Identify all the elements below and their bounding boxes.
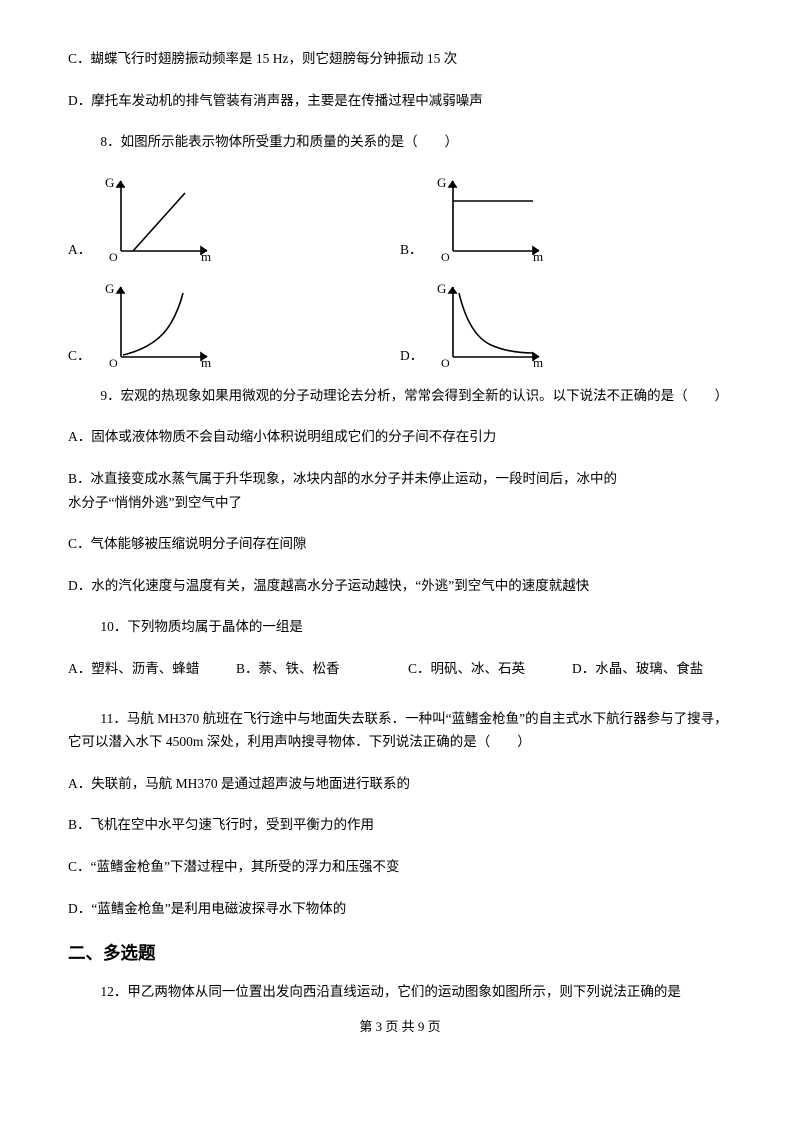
svg-text:G: G (437, 281, 446, 296)
q10-options: A．塑料、沥青、蜂蜡 B．萘、铁、松香 C．明矾、冰、石英 D．水晶、玻璃、食盐 (68, 658, 732, 680)
svg-text:O: O (109, 356, 118, 367)
q11-opt-a: A．失联前，马航 MH370 是通过超声波与地面进行联系的 (68, 773, 732, 795)
q8-label-d: D． (400, 345, 423, 367)
q11-opt-c: C．“蓝鳍金枪鱼”下潜过程中，其所受的浮力和压强不变 (68, 856, 732, 878)
q8-graph-row-2: C． G O m D． (68, 279, 732, 367)
q8-stem: 8．如图所示能表示物体所受重力和质量的关系的是（ ） (68, 131, 732, 153)
q11-stem-line2: 它可以潜入水下 4500m 深处，利用声呐搜寻物体．下列说法正确的是（ ） (68, 731, 732, 753)
q12-stem: 12．甲乙两物体从同一位置出发向西沿直线运动，它们的运动图象如图所示，则下列说法… (68, 981, 732, 1003)
q10-opt-c: C．明矾、冰、石英 (408, 658, 572, 680)
q10-stem: 10．下列物质均属于晶体的一组是 (68, 616, 732, 638)
q10-opt-b: B．萘、铁、松香 (236, 658, 408, 680)
q8-graph-c: G O m (97, 279, 217, 367)
svg-text:m: m (201, 355, 211, 367)
section-2-heading: 二、多选题 (68, 939, 732, 967)
q8-label-c: C． (68, 345, 91, 367)
q8-graph-a: G O m (97, 173, 217, 261)
q8-graph-row-1: A． G O m B． (68, 173, 732, 261)
svg-text:G: G (105, 175, 114, 190)
q8-graph-b: G O m (429, 173, 549, 261)
svg-text:O: O (109, 250, 118, 261)
svg-text:G: G (437, 175, 446, 190)
svg-text:m: m (533, 355, 543, 367)
q11-opt-d: D．“蓝鳍金枪鱼”是利用电磁波探寻水下物体的 (68, 898, 732, 920)
q9-opt-a: A．固体或液体物质不会自动缩小体积说明组成它们的分子间不存在引力 (68, 426, 732, 448)
q10-opt-a: A．塑料、沥青、蜂蜡 (68, 658, 236, 680)
q9-stem: 9．宏观的热现象如果用微观的分子动理论去分析，常常会得到全新的认识。以下说法不正… (68, 385, 732, 407)
q9-opt-b-line1: B．冰直接变成水蒸气属于升华现象，冰块内部的水分子并未停止运动，一段时间后，冰中… (68, 468, 732, 490)
svg-text:O: O (441, 250, 450, 261)
q8-label-b: B． (400, 239, 423, 261)
q9-opt-d: D．水的汽化速度与温度有关，温度越高水分子运动越快，“外逃”到空气中的速度就越快 (68, 575, 732, 597)
q8-label-a: A． (68, 239, 91, 261)
svg-text:m: m (533, 249, 543, 261)
opt-d-text: D．摩托车发动机的排气管装有消声器，主要是在传播过程中减弱噪声 (68, 90, 732, 112)
page-footer: 第 3 页 共 9 页 (68, 1017, 732, 1038)
svg-text:O: O (441, 356, 450, 367)
opt-c-text: C．蝴蝶飞行时翅膀振动频率是 15 Hz，则它翅膀每分钟振动 15 次 (68, 48, 732, 70)
q9-opt-b-line2: 水分子“悄悄外逃”到空气中了 (68, 492, 732, 514)
q8-graph-d: G O m (429, 279, 549, 367)
q11-stem-line1: 11．马航 MH370 航班在飞行途中与地面失去联系．一种叫“蓝鳍金枪鱼”的自主… (68, 708, 732, 730)
svg-text:G: G (105, 281, 114, 296)
svg-text:m: m (201, 249, 211, 261)
q9-opt-c: C．气体能够被压缩说明分子间存在间隙 (68, 533, 732, 555)
q11-opt-b: B．飞机在空中水平匀速飞行时，受到平衡力的作用 (68, 814, 732, 836)
q10-opt-d: D．水晶、玻璃、食盐 (572, 658, 703, 680)
